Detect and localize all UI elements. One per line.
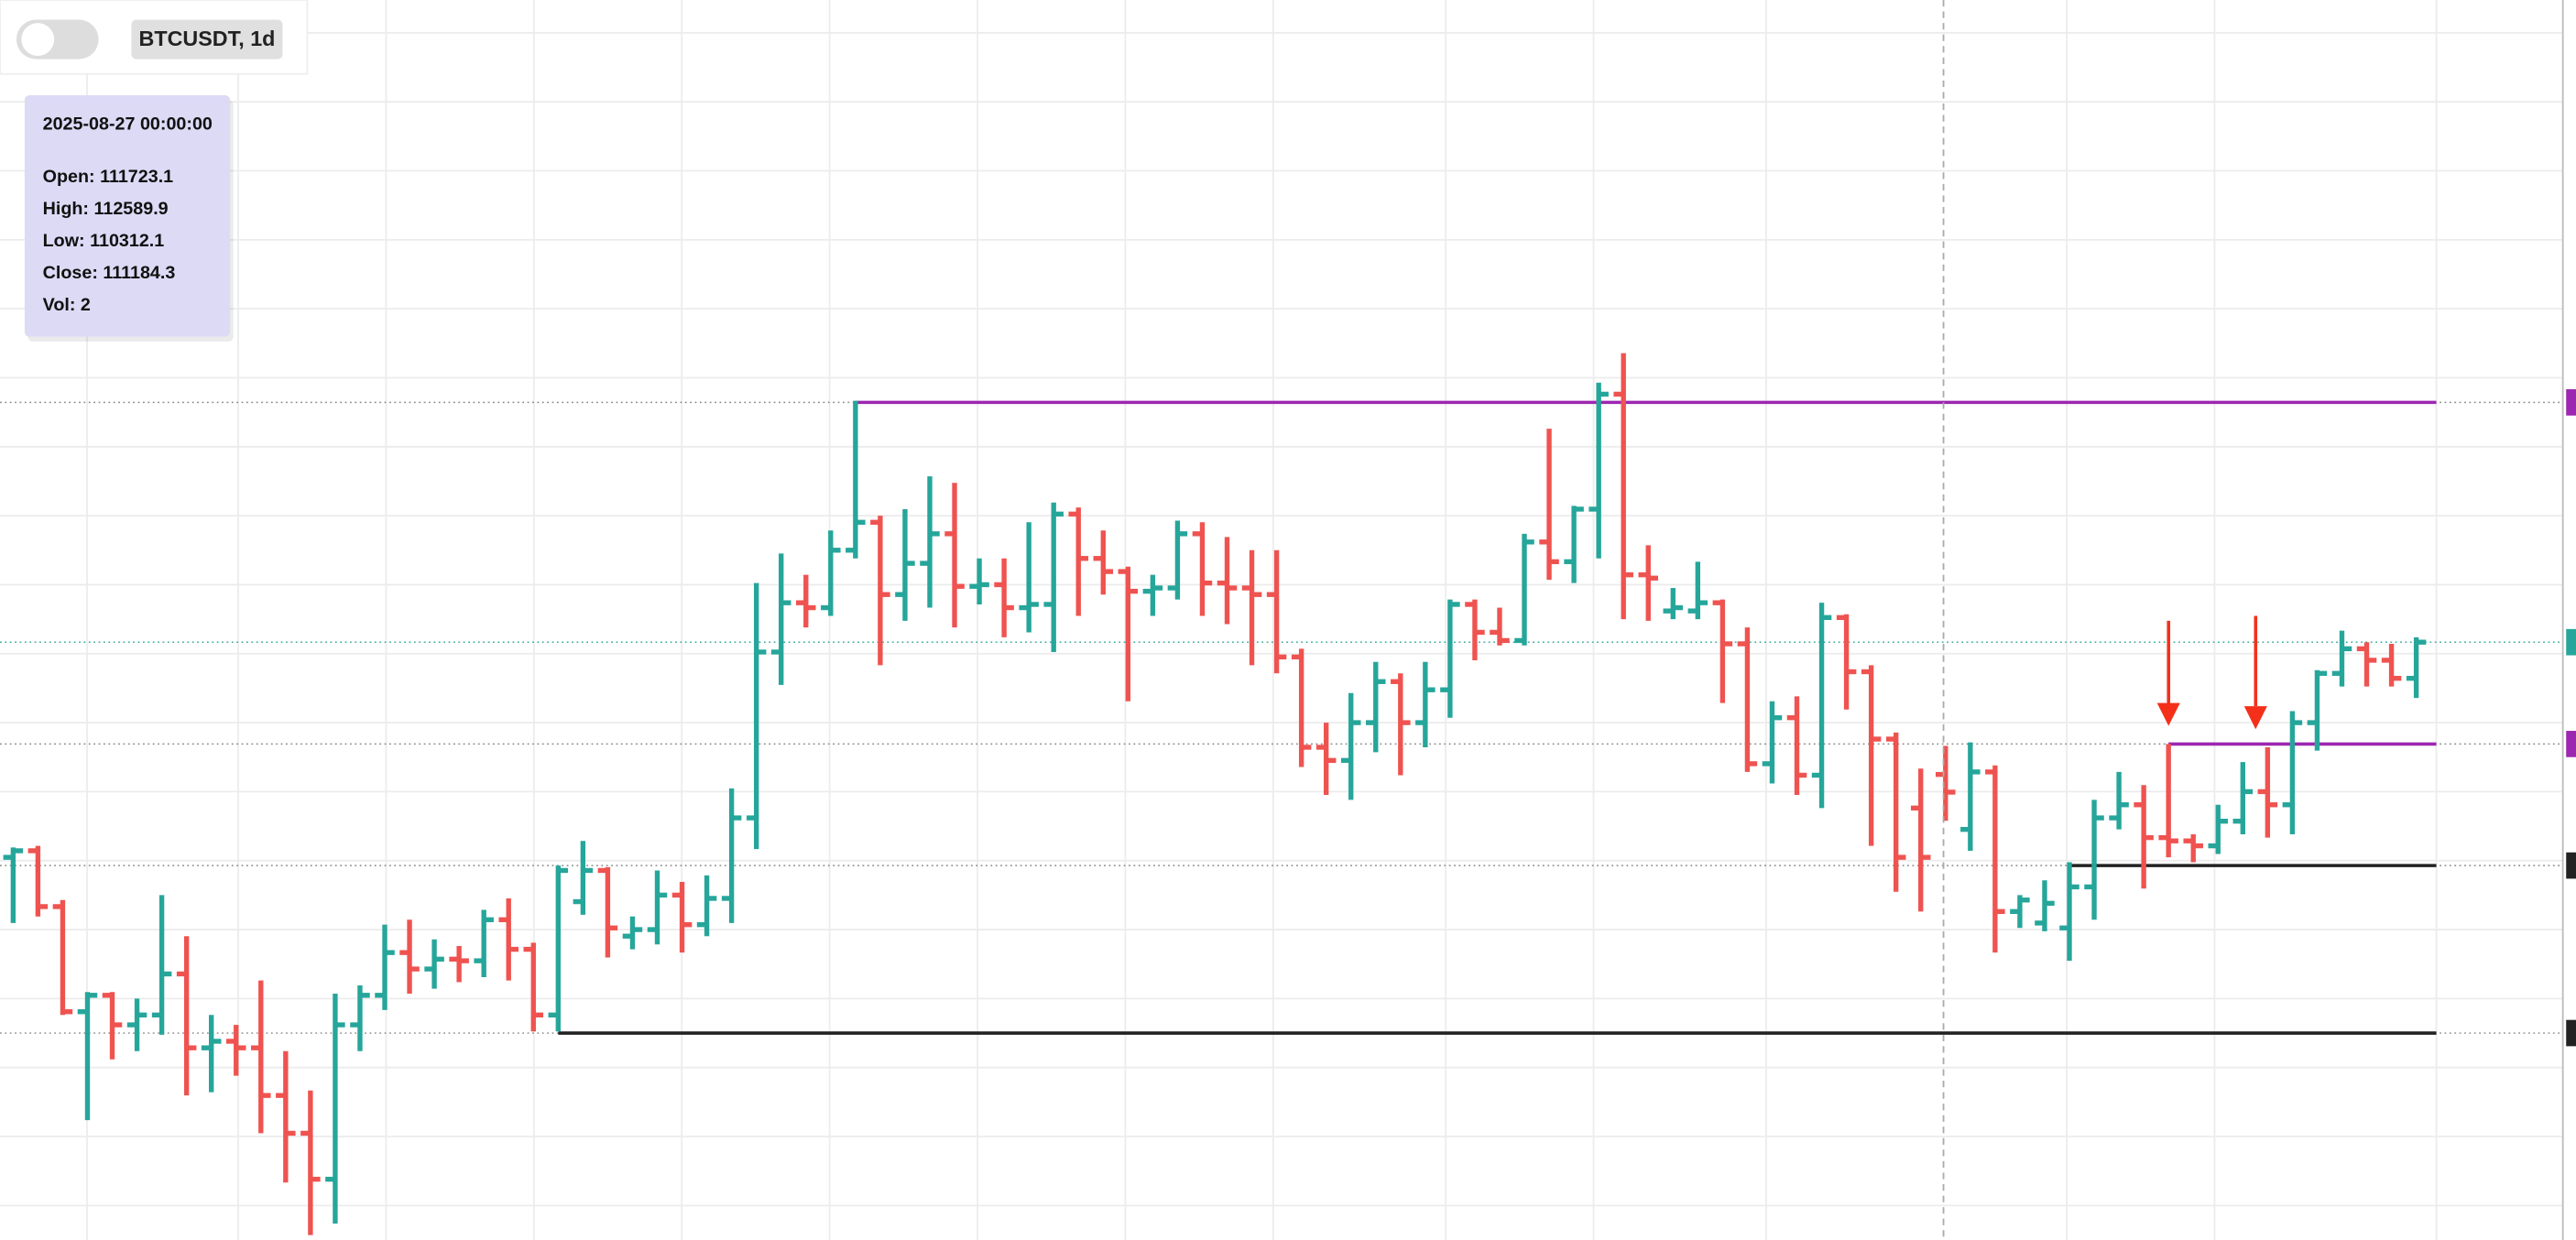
tooltip-line: Close: 111184.3 bbox=[43, 263, 176, 283]
tooltip-date: 2025-08-27 00:00:00 bbox=[43, 114, 213, 135]
tooltip: 2025-08-27 00:00:00 Open: 111723.1 High:… bbox=[24, 95, 234, 343]
level-marker bbox=[2566, 852, 2576, 879]
tooltip-line: Vol: 2 bbox=[43, 295, 91, 315]
toggle-knob bbox=[21, 23, 55, 56]
tooltip-panel bbox=[24, 95, 231, 337]
symbol-badge[interactable] bbox=[131, 19, 283, 60]
level-marker bbox=[2566, 389, 2576, 416]
tooltip-line: Open: 111723.1 bbox=[43, 167, 174, 187]
last-price-marker bbox=[2566, 628, 2576, 656]
plot bbox=[0, 353, 2576, 1235]
arrow bbox=[2156, 620, 2180, 726]
symbol-label: BTCUSDT, 1d bbox=[139, 27, 276, 50]
toolbar: BTCUSDT, 1d bbox=[0, 0, 309, 75]
tooltip-line: Low: 110312.1 bbox=[43, 231, 165, 251]
arrow bbox=[2243, 615, 2267, 730]
level-marker bbox=[2566, 731, 2576, 757]
tooltip-line: High: 112589.9 bbox=[43, 199, 169, 219]
level-marker bbox=[2566, 1019, 2576, 1047]
